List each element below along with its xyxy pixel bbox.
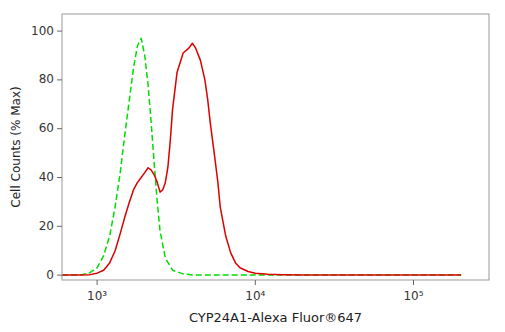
tick-label: 80: [39, 72, 54, 86]
x-axis-label: CYP24A1-Alexa Fluor®647: [189, 310, 362, 325]
tick-mark: [97, 280, 98, 285]
tick-mark: [57, 79, 62, 80]
series-group: [62, 38, 461, 275]
tick-mark: [255, 280, 256, 285]
tick-label: 10⁵: [403, 289, 423, 303]
tick-label: 0: [46, 268, 54, 282]
tick-mark: [57, 226, 62, 227]
chart: 0 20 40 60 80 100 10³ 10⁴ 10⁵ CYP24A1-Alexa Fluor…: [0, 0, 505, 332]
tick-label: 10³: [87, 289, 107, 303]
series-line: [62, 43, 461, 275]
tick-label: 10⁴: [245, 289, 265, 303]
y-axis-label: Cell Counts (% Max): [9, 86, 23, 207]
tick-mark: [57, 275, 62, 276]
tick-mark: [413, 280, 414, 285]
plot-frame: [62, 14, 489, 280]
tick-mark: [57, 128, 62, 129]
tick-label: 40: [39, 170, 54, 184]
plot-background: [62, 14, 489, 280]
tick-label: 20: [39, 219, 54, 233]
tick-mark: [57, 177, 62, 178]
x-axis: 10³ 10⁴ 10⁵: [87, 280, 424, 303]
tick-label: 100: [31, 24, 54, 38]
tick-label: 60: [39, 121, 54, 135]
tick-mark: [57, 31, 62, 32]
y-axis: 0 20 40 60 80 100: [31, 24, 62, 282]
chart-container: 0 20 40 60 80 100 10³ 10⁴ 10⁵ CYP24A1-Alexa Fluor…: [0, 0, 505, 332]
series-line: [62, 38, 461, 275]
